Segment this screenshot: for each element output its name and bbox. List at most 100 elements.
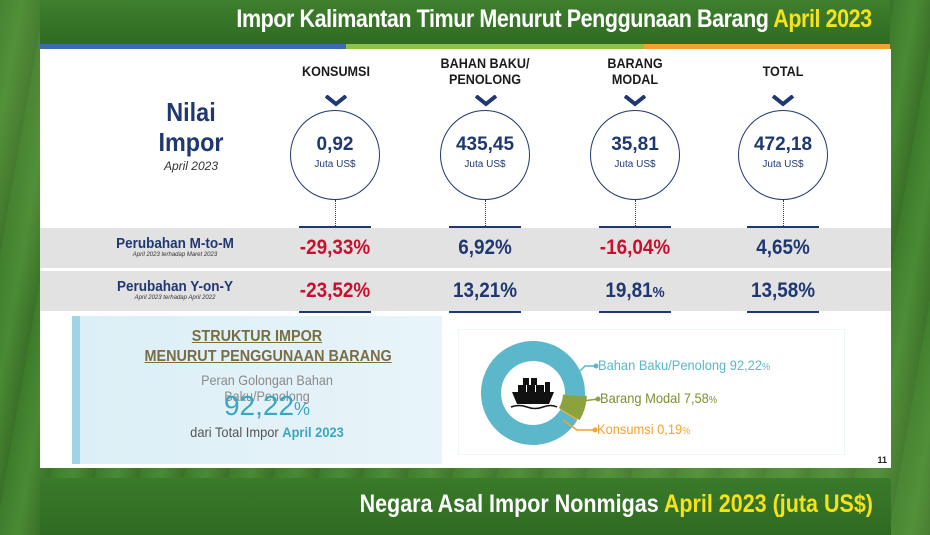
yony-band	[40, 271, 891, 311]
share-value: 92,22%	[172, 390, 362, 422]
color-stripes	[40, 44, 890, 49]
connector-line	[783, 200, 784, 226]
value-circle-barang-modal: 35,81 Juta US$	[590, 110, 680, 200]
leader-line	[562, 419, 595, 431]
legend-value: 7,58	[683, 390, 709, 406]
chevron-down-icon	[325, 95, 347, 107]
value-circle-total: 472,18 Juta US$	[738, 110, 828, 200]
col-head-line1: BAHAN BAKU/	[440, 55, 530, 71]
nilai-impor-label: Nilai Impor April 2023	[132, 97, 250, 173]
row-label-mtom: Perubahan M-to-M April 2023 terhadap Mar…	[80, 235, 270, 258]
col-head-line1: TOTAL	[762, 63, 804, 79]
dari-text: dari Total Impor April 2023	[161, 424, 373, 440]
legend-pct: %	[682, 426, 691, 437]
connector-line	[335, 200, 336, 226]
nilai-line1: Nilai	[166, 97, 216, 127]
chevron-down-icon	[475, 95, 497, 107]
col-head-barang-modal: BARANG MODAL	[590, 55, 680, 87]
pct-value: -23,52%	[299, 279, 371, 302]
footer-title: Negara Asal Impor Nonmigas April 2023 (j…	[360, 490, 873, 519]
col-head-line2: PENOLONG	[448, 71, 522, 87]
legend-bahan-baku: Bahan Baku/Penolong 92,22%	[598, 357, 770, 373]
column-tick	[747, 226, 819, 228]
pct-value: 13,21%	[452, 279, 518, 302]
column-tick	[599, 226, 671, 228]
footer-title-main: Negara Asal Impor Nonmigas	[359, 490, 659, 518]
share-number: 92,22	[223, 390, 295, 421]
legend-pct: %	[708, 395, 718, 406]
legend-barang-modal: Barang Modal 7,58%	[600, 390, 717, 406]
donut-slice-bahan-baku-penolong	[481, 341, 585, 445]
struktur-title-1: STRUKTUR IMPOR	[191, 328, 323, 345]
unit-konsumsi: Juta US$	[314, 159, 356, 170]
pct-sign: %	[652, 284, 665, 301]
legend-pct: %	[762, 362, 771, 373]
leader-line	[574, 398, 599, 403]
nilai-period: April 2023	[163, 159, 219, 173]
legend-label: Konsumsi	[597, 421, 654, 437]
col-head-bahan-baku: BAHAN BAKU/ PENOLONG	[431, 55, 539, 87]
yony-konsumsi: -23,52%	[286, 279, 385, 303]
column-tick	[449, 226, 521, 228]
unit-total: Juta US$	[762, 159, 804, 170]
col-head-konsumsi: KONSUMSI	[291, 63, 381, 79]
column-tick	[449, 311, 521, 313]
mtom-konsumsi: -29,33%	[286, 236, 385, 260]
donut-chart	[481, 341, 601, 445]
header-bar: Impor Kalimantan Timur Menurut Penggunaa…	[40, 0, 890, 46]
column-tick	[747, 311, 819, 313]
box-accent	[72, 316, 80, 464]
row-subtitle: April 2023 terhadap April 2022	[134, 295, 216, 301]
row-title: Perubahan Y-on-Y	[116, 278, 234, 295]
legend-value: 92,22	[729, 357, 763, 373]
struktur-title-2: MENURUT PENGGUNAAN BARANG	[144, 348, 392, 365]
struktur-box: STRUKTUR IMPOR MENURUT PENGGUNAAN BARANG…	[72, 316, 442, 464]
donut-box: Bahan Baku/Penolong 92,22% Barang Modal …	[459, 330, 844, 454]
value-konsumsi: 0,92	[316, 134, 354, 155]
stripe-blue	[40, 44, 346, 49]
col-head-line2: MODAL	[611, 71, 659, 87]
mtom-bahan-baku: 6,92%	[436, 236, 535, 260]
content-panel: Nilai Impor April 2023 KONSUMSI BAHAN BA…	[40, 49, 891, 468]
legend-label: Barang Modal	[600, 390, 681, 406]
column-tick	[599, 311, 671, 313]
stripe-orange	[643, 44, 890, 49]
yony-barang-modal: 19,81%	[586, 279, 685, 303]
title-period: April 2023	[773, 5, 873, 33]
leader-dot	[593, 363, 599, 369]
nilai-line2: Impor	[158, 127, 224, 157]
donut-slice-konsumsi	[560, 409, 578, 421]
row-title: Perubahan M-to-M	[116, 235, 234, 252]
value-circle-konsumsi: 0,92 Juta US$	[290, 110, 380, 200]
value-barang-modal: 35,81	[611, 134, 659, 155]
value-total: 472,18	[753, 134, 813, 155]
donut-slice-barang-modal	[558, 393, 587, 421]
pct-value: -16,04%	[599, 236, 671, 259]
dari-label: dari Total Impor	[190, 424, 279, 440]
pct-value: 4,65%	[756, 236, 810, 259]
col-head-total: TOTAL	[738, 63, 828, 79]
leader-dot	[595, 396, 601, 402]
connector-line	[635, 200, 636, 226]
column-tick	[299, 311, 371, 313]
pct-value: 6,92%	[458, 236, 512, 259]
row-label-yony: Perubahan Y-on-Y April 2023 terhadap Apr…	[80, 278, 270, 301]
share-pct-sign: %	[294, 399, 311, 419]
stripe-green	[346, 44, 644, 49]
unit-bahan-baku: Juta US$	[464, 159, 506, 170]
dari-period: April 2023	[282, 424, 344, 440]
footer-title-period: April 2023 (juta US$)	[663, 490, 873, 518]
connector-line	[485, 200, 486, 226]
title-main: Impor Kalimantan Timur Menurut Penggunaa…	[236, 5, 769, 33]
leader-line	[574, 365, 596, 377]
mtom-band	[40, 228, 891, 268]
mtom-barang-modal: -16,04%	[586, 236, 685, 260]
unit-barang-modal: Juta US$	[614, 159, 656, 170]
page-number: 11	[877, 455, 887, 465]
pct-value: 19,81	[605, 279, 653, 302]
footer-bar: Negara Asal Impor Nonmigas April 2023 (j…	[40, 478, 891, 535]
value-circle-bahan-baku: 435,45 Juta US$	[440, 110, 530, 200]
cargo-ship-icon	[510, 378, 558, 410]
col-head-line1: KONSUMSI	[302, 63, 370, 79]
pct-value: -29,33%	[299, 236, 371, 259]
